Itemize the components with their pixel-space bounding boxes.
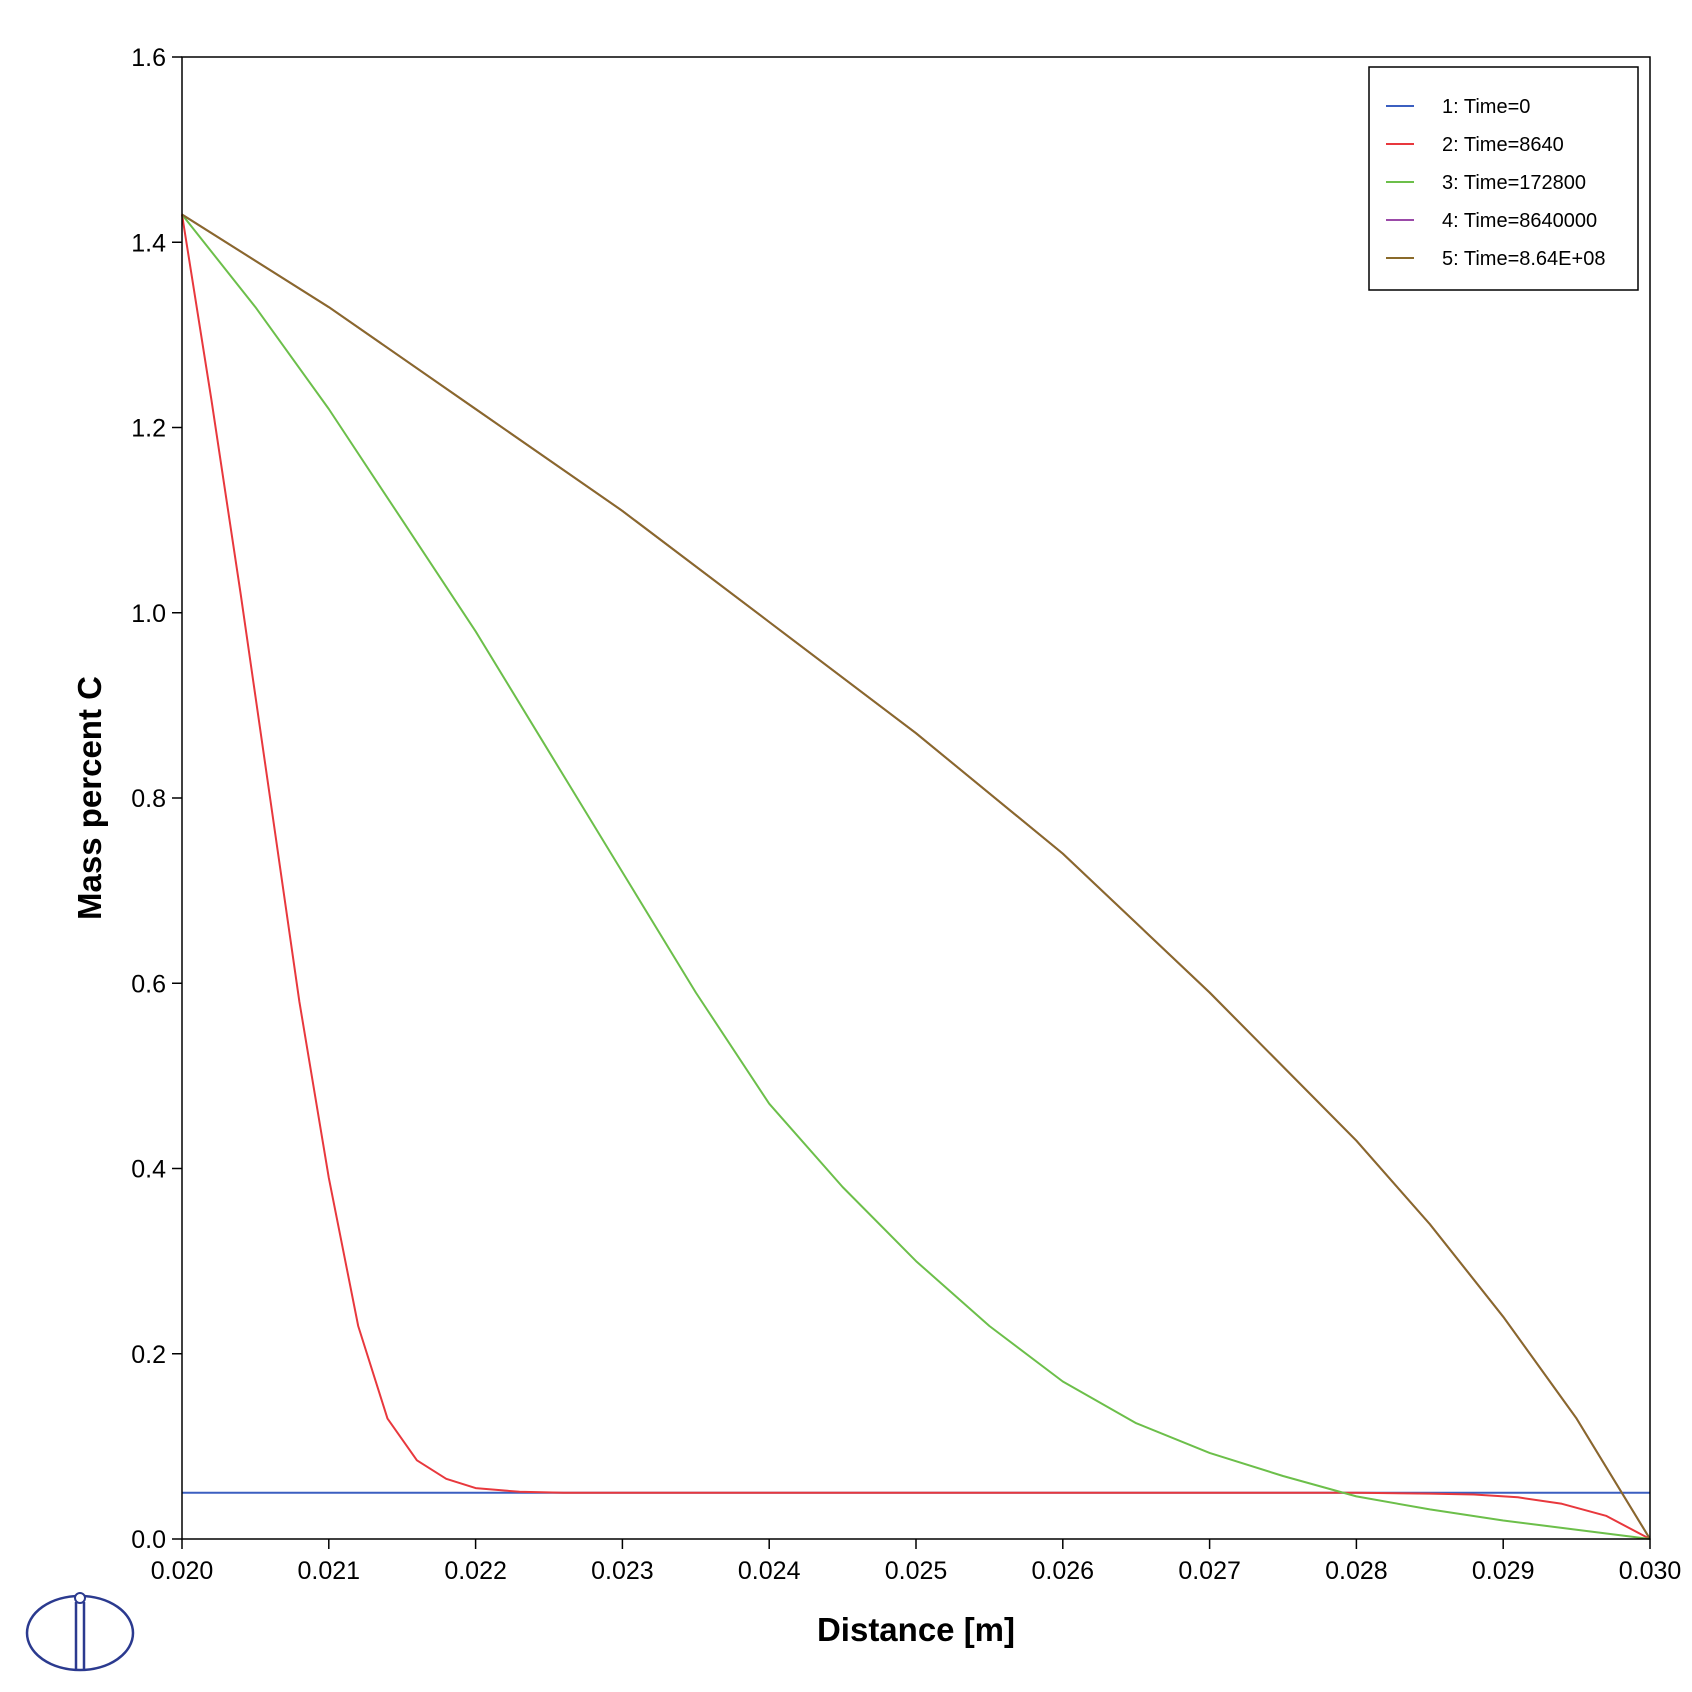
thermo-calc-logo (25, 1592, 135, 1672)
y-tick-label: 0.6 (131, 970, 166, 998)
series-4-line (181, 213, 1651, 1540)
y-axis-title: Mass percent C (71, 676, 108, 920)
x-tick-label: 0.025 (885, 1557, 948, 1585)
x-axis: 0.020 0.021 0.022 0.023 0.024 0.025 0.026 0.027… (151, 1539, 1682, 1585)
legend-label-1: 1: Time=0 (1442, 96, 1530, 118)
x-tick-label: 0.024 (738, 1557, 801, 1585)
legend-label-2: 2: Time=8640 (1442, 134, 1564, 156)
logo-dot (74, 1592, 86, 1604)
x-tick-label: 0.028 (1325, 1557, 1388, 1585)
x-tick-label: 0.020 (151, 1557, 214, 1585)
x-tick-label: 0.026 (1032, 1557, 1095, 1585)
x-tick-label: 0.021 (298, 1557, 361, 1585)
y-tick-label: 1.6 (131, 44, 166, 72)
legend-box (1368, 66, 1639, 291)
y-tick-label: 0.4 (131, 1156, 166, 1184)
x-tick-label: 0.029 (1472, 1557, 1535, 1585)
x-tick-label: 0.030 (1619, 1557, 1682, 1585)
series-3-line (181, 213, 1651, 1540)
y-tick-label: 1.2 (131, 415, 166, 443)
y-tick-label: 0.0 (131, 1526, 166, 1554)
x-tick-label: 0.027 (1178, 1557, 1241, 1585)
x-tick-label: 0.023 (591, 1557, 654, 1585)
y-tick-label: 1.4 (131, 229, 166, 257)
series-5-line (181, 213, 1651, 1540)
x-axis-title: Distance [m] (817, 1611, 1015, 1648)
y-tick-label: 0.2 (131, 1341, 166, 1369)
y-tick-label: 0.8 (131, 785, 166, 813)
legend-label-5: 5: Time=8.64E+08 (1442, 248, 1605, 270)
legend-label-4: 4: Time=8640000 (1442, 210, 1597, 232)
legend-label-3: 3: Time=172800 (1442, 172, 1586, 194)
series-2-line (181, 214, 1651, 1540)
logo-ellipse (25, 1594, 135, 1672)
x-tick-label: 0.022 (444, 1557, 507, 1585)
y-tick-label: 1.0 (131, 600, 166, 628)
legend: 1: Time=0 2: Time=8640 3: Time=172800 4: Ti… (1368, 66, 1639, 291)
y-axis: 0.0 0.2 0.4 0.6 0.8 1.0 1.2 1.4 1.6 (131, 44, 182, 1554)
series-layer (181, 213, 1651, 1540)
